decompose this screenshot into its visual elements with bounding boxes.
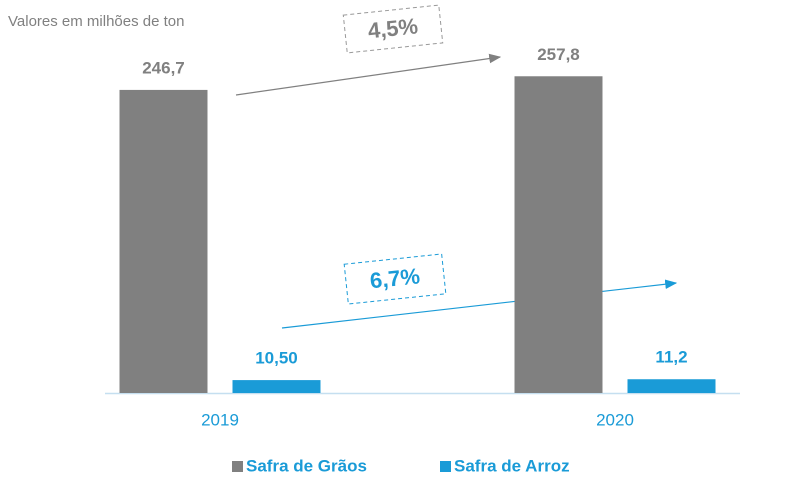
value-label: 246,7 [142, 58, 185, 77]
value-label: 11,2 [655, 348, 687, 367]
x-tick-label: 2019 [201, 410, 239, 429]
x-tick-label: 2020 [596, 410, 634, 429]
legend-swatch [232, 461, 243, 472]
value-label: 257,8 [537, 45, 580, 64]
value-label: 10,50 [255, 349, 298, 368]
bar [627, 379, 716, 393]
annotation: 6,7% [369, 263, 421, 293]
trend-arrow [235, 53, 502, 96]
trend-arrow [281, 279, 678, 329]
annotation: 4,5% [367, 13, 419, 43]
chart-subtitle: Valores em milhões de ton [8, 13, 184, 30]
legend-label: Safra de Grãos [246, 456, 367, 475]
bar [232, 380, 321, 393]
legend-label: Safra de Arroz [454, 456, 570, 475]
bar [119, 89, 208, 393]
bar [514, 76, 603, 393]
annotation-box [343, 253, 447, 305]
legend-swatch [440, 461, 451, 472]
